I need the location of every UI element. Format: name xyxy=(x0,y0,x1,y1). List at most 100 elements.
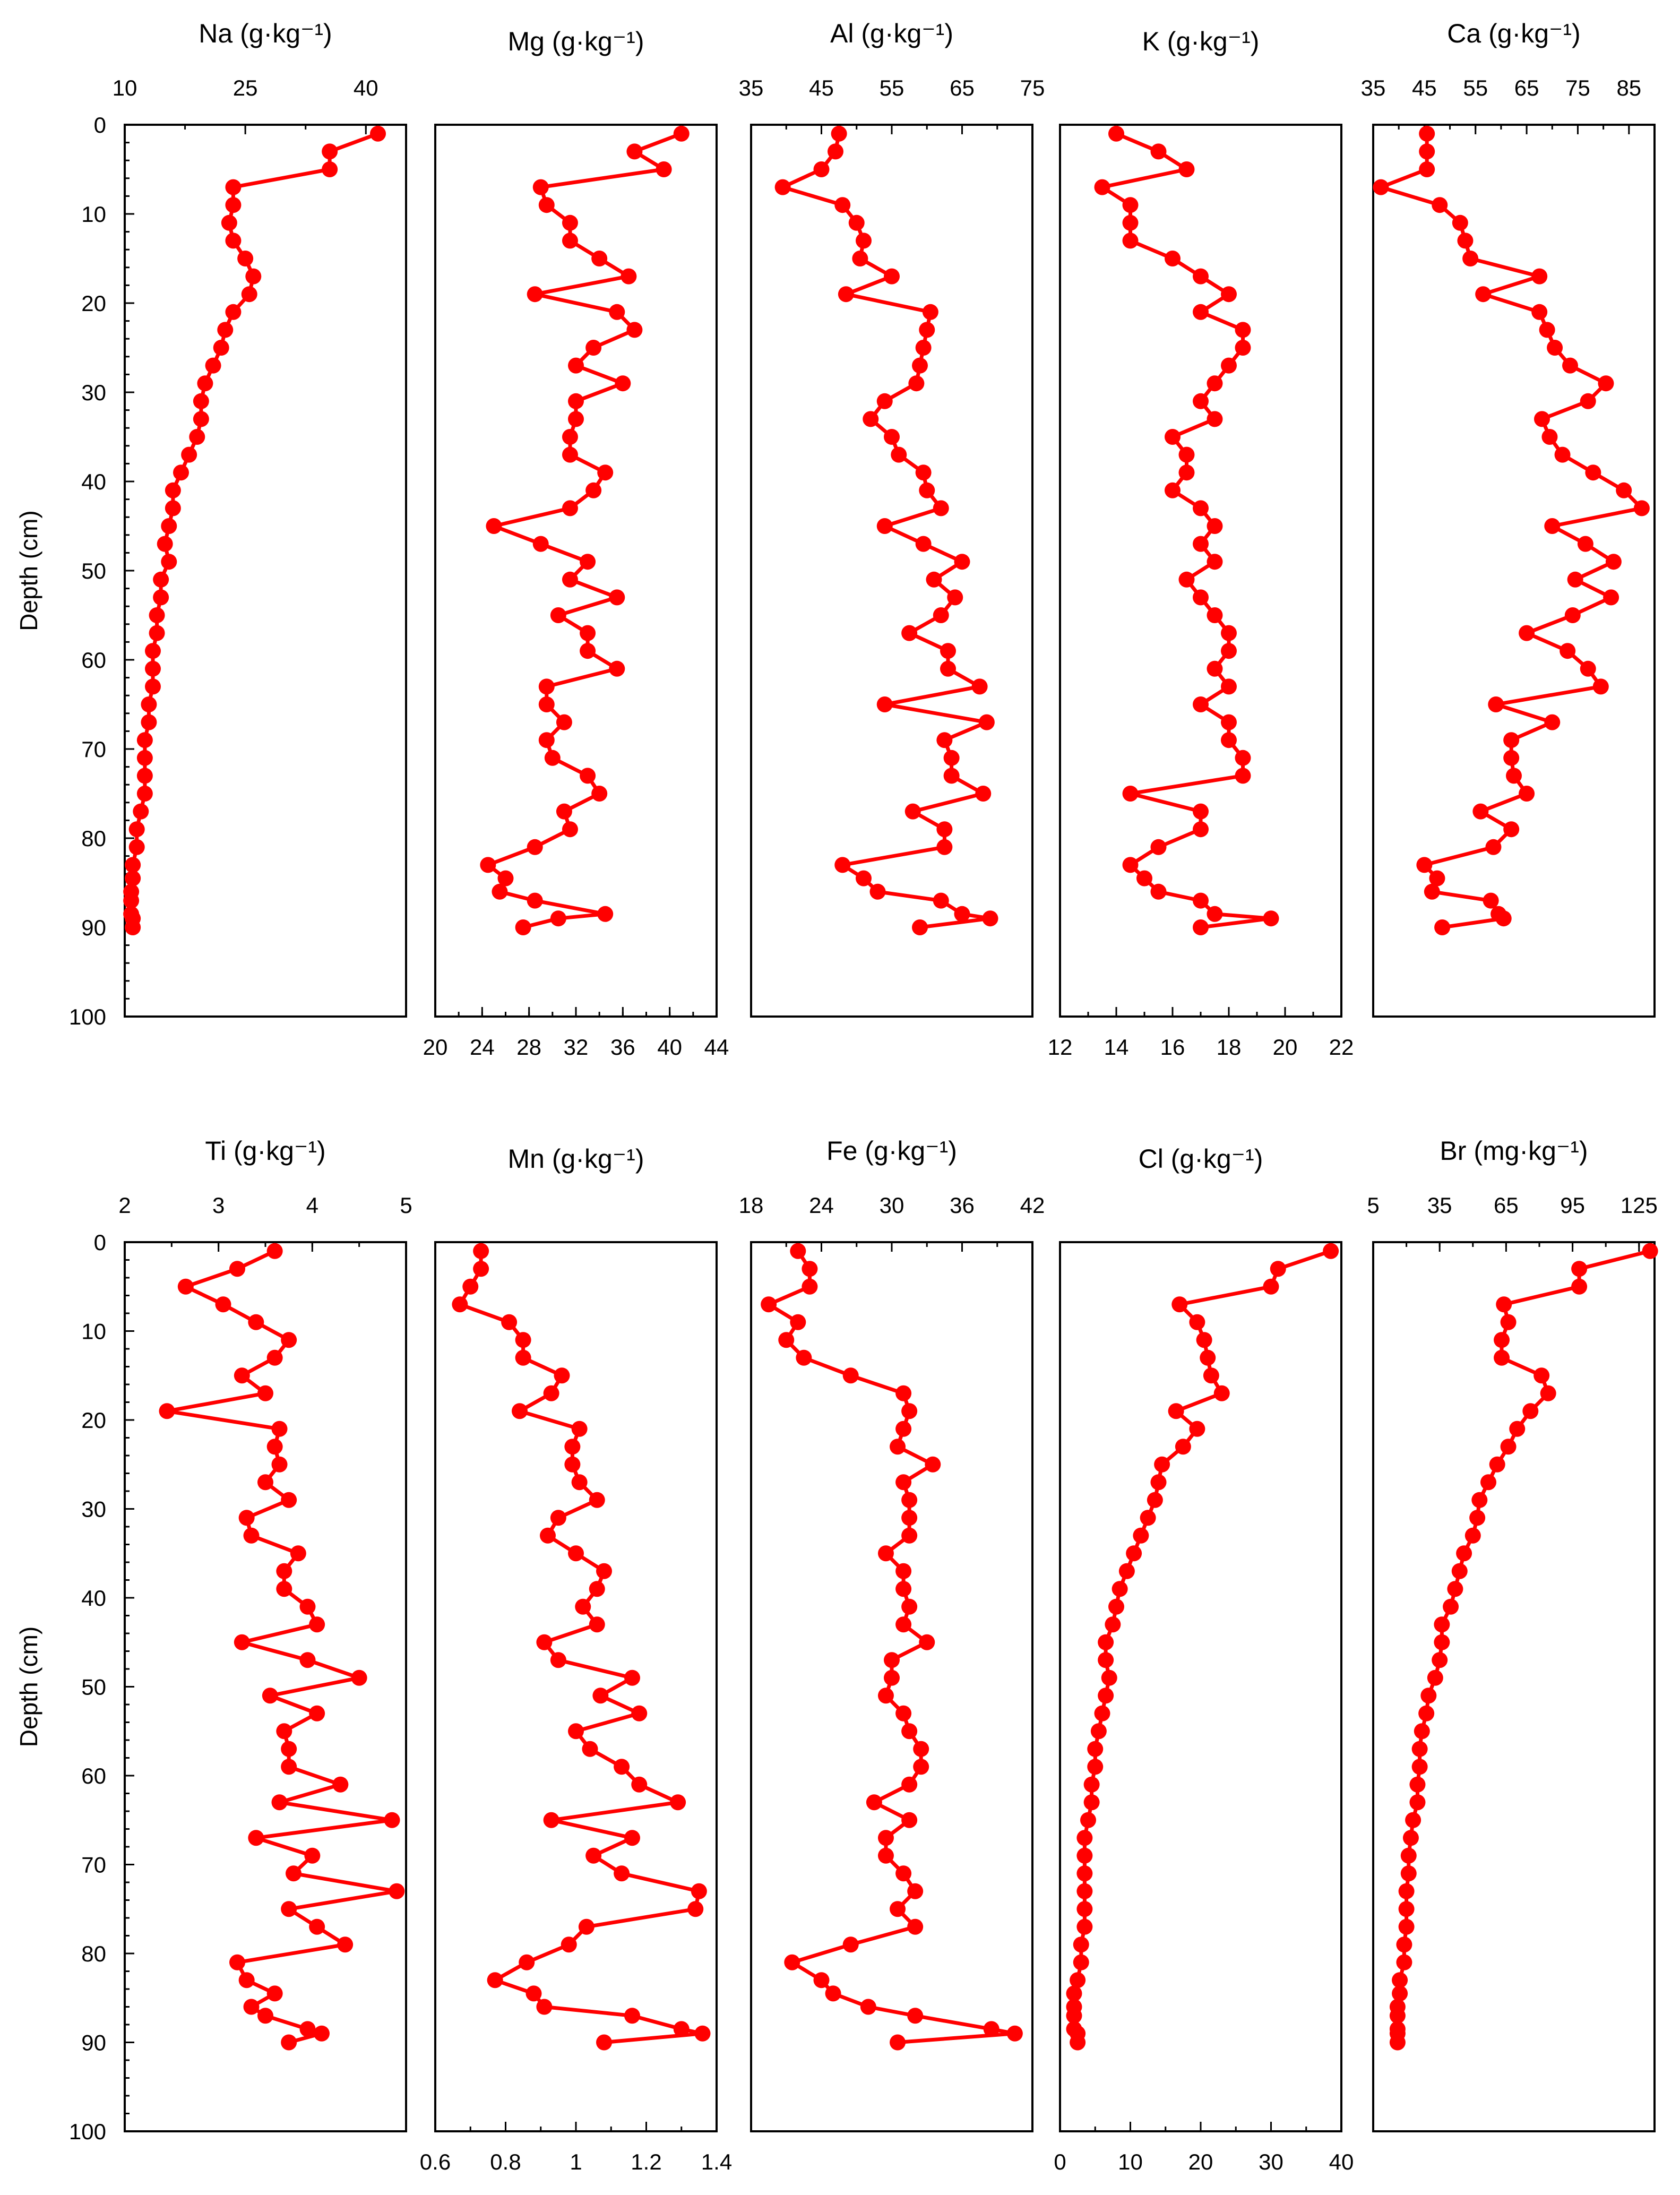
data-point-na xyxy=(322,143,338,160)
data-point-br xyxy=(1434,1616,1450,1633)
data-point-al xyxy=(933,500,949,517)
data-point-cl xyxy=(1076,1883,1093,1899)
data-point-mg xyxy=(615,375,631,392)
data-point-mn xyxy=(462,1278,479,1295)
panel-ca: Ca (g·kg⁻¹) 35 45 55 65 75 85 xyxy=(1361,19,1656,1018)
data-point-k xyxy=(1108,125,1124,142)
data-point-br xyxy=(1400,1865,1417,1882)
data-point-mg xyxy=(492,883,508,900)
data-point-ti xyxy=(271,1421,288,1437)
x-tick-label-mn: 0.8 xyxy=(490,2149,521,2174)
x-tick-label-fe: 36 xyxy=(950,1193,975,1218)
data-point-mg xyxy=(609,660,625,677)
data-point-k xyxy=(1221,357,1237,374)
data-point-ca xyxy=(1633,500,1650,517)
data-point-mn xyxy=(501,1314,518,1330)
data-point-fe xyxy=(901,1510,918,1526)
data-point-fe xyxy=(901,1776,918,1793)
data-point-ca xyxy=(1534,411,1550,427)
panel-ti: Ti (g·kg⁻¹)2 3 4 50102030405060708090100Dep… xyxy=(15,1136,412,2144)
data-point-cl xyxy=(1270,1261,1286,1277)
data-point-br xyxy=(1471,1492,1488,1508)
data-point-br xyxy=(1447,1581,1463,1597)
data-point-ca xyxy=(1503,821,1520,838)
y-axis-label: Depth (cm) xyxy=(15,510,42,631)
data-point-k xyxy=(1221,286,1237,303)
panel-na: Na (g·kg⁻¹) 10 25 40 0 10 20 30 40 50 60 70 80 90 100 D… xyxy=(15,19,407,1029)
data-point-na xyxy=(145,678,161,695)
data-point-ca xyxy=(1541,429,1558,445)
x-tick-label-br: 35 xyxy=(1427,1193,1452,1218)
data-point-na xyxy=(221,214,237,231)
data-point-fe xyxy=(895,1474,912,1491)
data-point-br xyxy=(1396,1954,1412,1970)
data-point-fe xyxy=(825,1985,841,2002)
data-point-cl xyxy=(1118,1563,1135,1579)
data-point-ti xyxy=(299,2021,316,2037)
data-point-al xyxy=(912,919,928,935)
data-point-mg xyxy=(609,304,625,320)
data-point-br xyxy=(1409,1794,1426,1811)
x-tick-label-mn: 1.2 xyxy=(631,2149,661,2174)
data-point-cl xyxy=(1263,1278,1279,1295)
data-point-mn xyxy=(550,1510,566,1526)
panel-title-k: K (g·kg⁻¹) xyxy=(1142,27,1260,56)
data-point-br xyxy=(1398,1901,1415,1917)
data-point-mg xyxy=(527,839,543,855)
data-point-fe xyxy=(895,1385,912,1401)
data-point-mn xyxy=(515,1332,531,1348)
data-point-mg xyxy=(585,482,602,498)
data-point-br xyxy=(1496,1296,1512,1313)
data-point-mn xyxy=(589,1492,605,1508)
data-point-ti xyxy=(248,1314,264,1330)
data-point-ti xyxy=(257,1385,273,1401)
data-point-na xyxy=(205,357,221,374)
x-tick-label-mn: 0.6 xyxy=(420,2149,451,2174)
x-tick-label-ca: 45 xyxy=(1412,75,1437,100)
y-tick-label: 20 xyxy=(81,291,106,316)
data-point-mg xyxy=(556,714,572,730)
data-point-cl xyxy=(1196,1332,1212,1348)
y-tick-label: 90 xyxy=(81,2030,106,2055)
data-point-br xyxy=(1432,1652,1448,1668)
y-tick-label: 20 xyxy=(81,1408,106,1433)
data-point-al xyxy=(940,660,956,677)
data-point-cl xyxy=(1076,1901,1093,1917)
panel-frame-cl xyxy=(1059,1241,1342,2132)
data-point-al xyxy=(774,179,791,195)
data-point-k xyxy=(1207,554,1223,570)
data-point-na xyxy=(245,268,262,285)
data-point-mg xyxy=(580,768,596,784)
data-point-mg xyxy=(527,286,543,303)
data-point-ca xyxy=(1531,268,1548,285)
data-point-na xyxy=(225,304,242,320)
data-point-k xyxy=(1094,179,1110,195)
x-tick-label-ca: 65 xyxy=(1514,75,1539,100)
x-tick-label-na: 40 xyxy=(354,75,378,100)
y-tick-label: 90 xyxy=(81,915,106,940)
x-tick-label-mn: 1 xyxy=(570,2149,582,2174)
panel-mg: Mg (g·kg⁻¹) 20 24 28 32 36 40 44 xyxy=(423,27,729,1060)
data-point-fe xyxy=(983,2021,1000,2037)
y-tick-label: 60 xyxy=(81,648,106,673)
data-point-mg xyxy=(591,786,608,802)
data-point-br xyxy=(1443,1598,1459,1615)
data-point-br xyxy=(1480,1474,1497,1491)
data-point-fe xyxy=(901,1403,918,1419)
data-point-ti xyxy=(337,1936,354,1953)
data-point-al xyxy=(876,518,893,534)
data-point-cl xyxy=(1189,1314,1205,1330)
panel-title-ca: Ca (g·kg⁻¹) xyxy=(1447,19,1580,48)
data-point-mg xyxy=(550,910,566,927)
data-point-br xyxy=(1400,1847,1417,1864)
data-point-al xyxy=(954,906,970,922)
x-tick-label-al: 45 xyxy=(809,75,834,100)
data-point-ca xyxy=(1592,678,1609,695)
data-point-k xyxy=(1207,660,1223,677)
data-point-na xyxy=(165,500,181,517)
y-tick-label: 70 xyxy=(81,737,106,762)
data-point-cl xyxy=(1140,1510,1156,1526)
data-point-fe xyxy=(877,1545,894,1562)
data-point-ca xyxy=(1519,625,1535,641)
